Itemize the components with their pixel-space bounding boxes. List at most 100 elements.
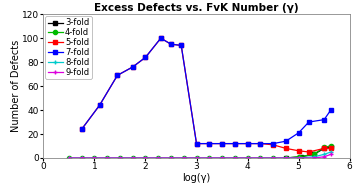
- 7-fold: [322, 118, 326, 121]
- 4-fold: [92, 157, 96, 159]
- 4-fold: [131, 157, 135, 159]
- Line: 4-fold: 4-fold: [67, 144, 333, 160]
- 4-fold: [312, 153, 316, 155]
- 4-fold: [79, 157, 84, 159]
- 8-fold: [131, 157, 135, 159]
- 9-fold: [131, 157, 135, 159]
- 5-fold: [143, 56, 148, 58]
- 7-fold: [194, 142, 199, 145]
- 9-fold: [207, 157, 211, 159]
- 7-fold: [284, 140, 288, 142]
- 8-fold: [322, 153, 326, 155]
- 8-fold: [194, 157, 199, 159]
- 8-fold: [156, 157, 161, 159]
- 8-fold: [329, 151, 333, 153]
- 3-fold: [299, 156, 303, 158]
- 7-fold: [329, 109, 333, 111]
- 8-fold: [245, 157, 250, 159]
- 8-fold: [207, 157, 211, 159]
- Line: 3-fold: 3-fold: [284, 145, 333, 160]
- 5-fold: [207, 142, 211, 145]
- 8-fold: [220, 157, 224, 159]
- 7-fold: [245, 142, 250, 145]
- 5-fold: [220, 142, 224, 145]
- 4-fold: [297, 156, 301, 158]
- 7-fold: [115, 74, 120, 76]
- 5-fold: [233, 142, 237, 145]
- 5-fold: [159, 37, 163, 39]
- 8-fold: [92, 157, 96, 159]
- 9-fold: [271, 157, 275, 159]
- 9-fold: [258, 157, 262, 159]
- 4-fold: [258, 157, 262, 159]
- 7-fold: [79, 128, 84, 130]
- 5-fold: [169, 43, 173, 45]
- 4-fold: [233, 157, 237, 159]
- 4-fold: [143, 157, 148, 159]
- 9-fold: [118, 157, 122, 159]
- 9-fold: [143, 157, 148, 159]
- 7-fold: [233, 142, 237, 145]
- 4-fold: [169, 157, 173, 159]
- 5-fold: [284, 147, 288, 150]
- 8-fold: [182, 157, 186, 159]
- 4-fold: [322, 146, 326, 148]
- 4-fold: [245, 157, 250, 159]
- 5-fold: [131, 66, 135, 68]
- 5-fold: [79, 128, 84, 130]
- 8-fold: [67, 157, 71, 159]
- 7-fold: [220, 142, 224, 145]
- Line: 9-fold: 9-fold: [67, 152, 333, 160]
- 9-fold: [329, 153, 333, 155]
- 9-fold: [284, 157, 288, 159]
- Title: Excess Defects vs. FvK Number (γ): Excess Defects vs. FvK Number (γ): [94, 4, 299, 13]
- 3-fold: [329, 146, 333, 148]
- 8-fold: [143, 157, 148, 159]
- 5-fold: [307, 151, 311, 153]
- 9-fold: [322, 156, 326, 158]
- 9-fold: [297, 157, 301, 159]
- 9-fold: [79, 157, 84, 159]
- 7-fold: [159, 37, 163, 39]
- 4-fold: [220, 157, 224, 159]
- 9-fold: [233, 157, 237, 159]
- 8-fold: [258, 157, 262, 159]
- Line: 7-fold: 7-fold: [80, 36, 333, 146]
- 5-fold: [271, 144, 275, 146]
- 8-fold: [233, 157, 237, 159]
- 7-fold: [179, 44, 183, 46]
- 4-fold: [105, 157, 109, 159]
- 5-fold: [179, 44, 183, 46]
- 8-fold: [105, 157, 109, 159]
- 3-fold: [322, 147, 326, 150]
- 9-fold: [182, 157, 186, 159]
- 4-fold: [284, 157, 288, 159]
- 8-fold: [79, 157, 84, 159]
- Legend: 3-fold, 4-fold, 5-fold, 7-fold, 8-fold, 9-fold: 3-fold, 4-fold, 5-fold, 7-fold, 8-fold, …: [45, 16, 92, 79]
- 5-fold: [245, 142, 250, 145]
- 8-fold: [118, 157, 122, 159]
- 9-fold: [194, 157, 199, 159]
- 7-fold: [169, 43, 173, 45]
- 7-fold: [271, 142, 275, 145]
- 4-fold: [67, 157, 71, 159]
- 8-fold: [297, 157, 301, 159]
- 7-fold: [143, 56, 148, 58]
- 9-fold: [220, 157, 224, 159]
- 4-fold: [329, 145, 333, 147]
- 9-fold: [169, 157, 173, 159]
- 4-fold: [207, 157, 211, 159]
- 7-fold: [131, 66, 135, 68]
- 5-fold: [329, 147, 333, 150]
- Line: 8-fold: 8-fold: [67, 150, 333, 160]
- 5-fold: [194, 142, 199, 145]
- 4-fold: [118, 157, 122, 159]
- 9-fold: [312, 157, 316, 159]
- 4-fold: [194, 157, 199, 159]
- X-axis label: log(γ): log(γ): [182, 173, 211, 182]
- 3-fold: [312, 153, 316, 155]
- Line: 5-fold: 5-fold: [80, 36, 333, 154]
- 4-fold: [182, 157, 186, 159]
- 5-fold: [258, 142, 262, 145]
- 7-fold: [207, 142, 211, 145]
